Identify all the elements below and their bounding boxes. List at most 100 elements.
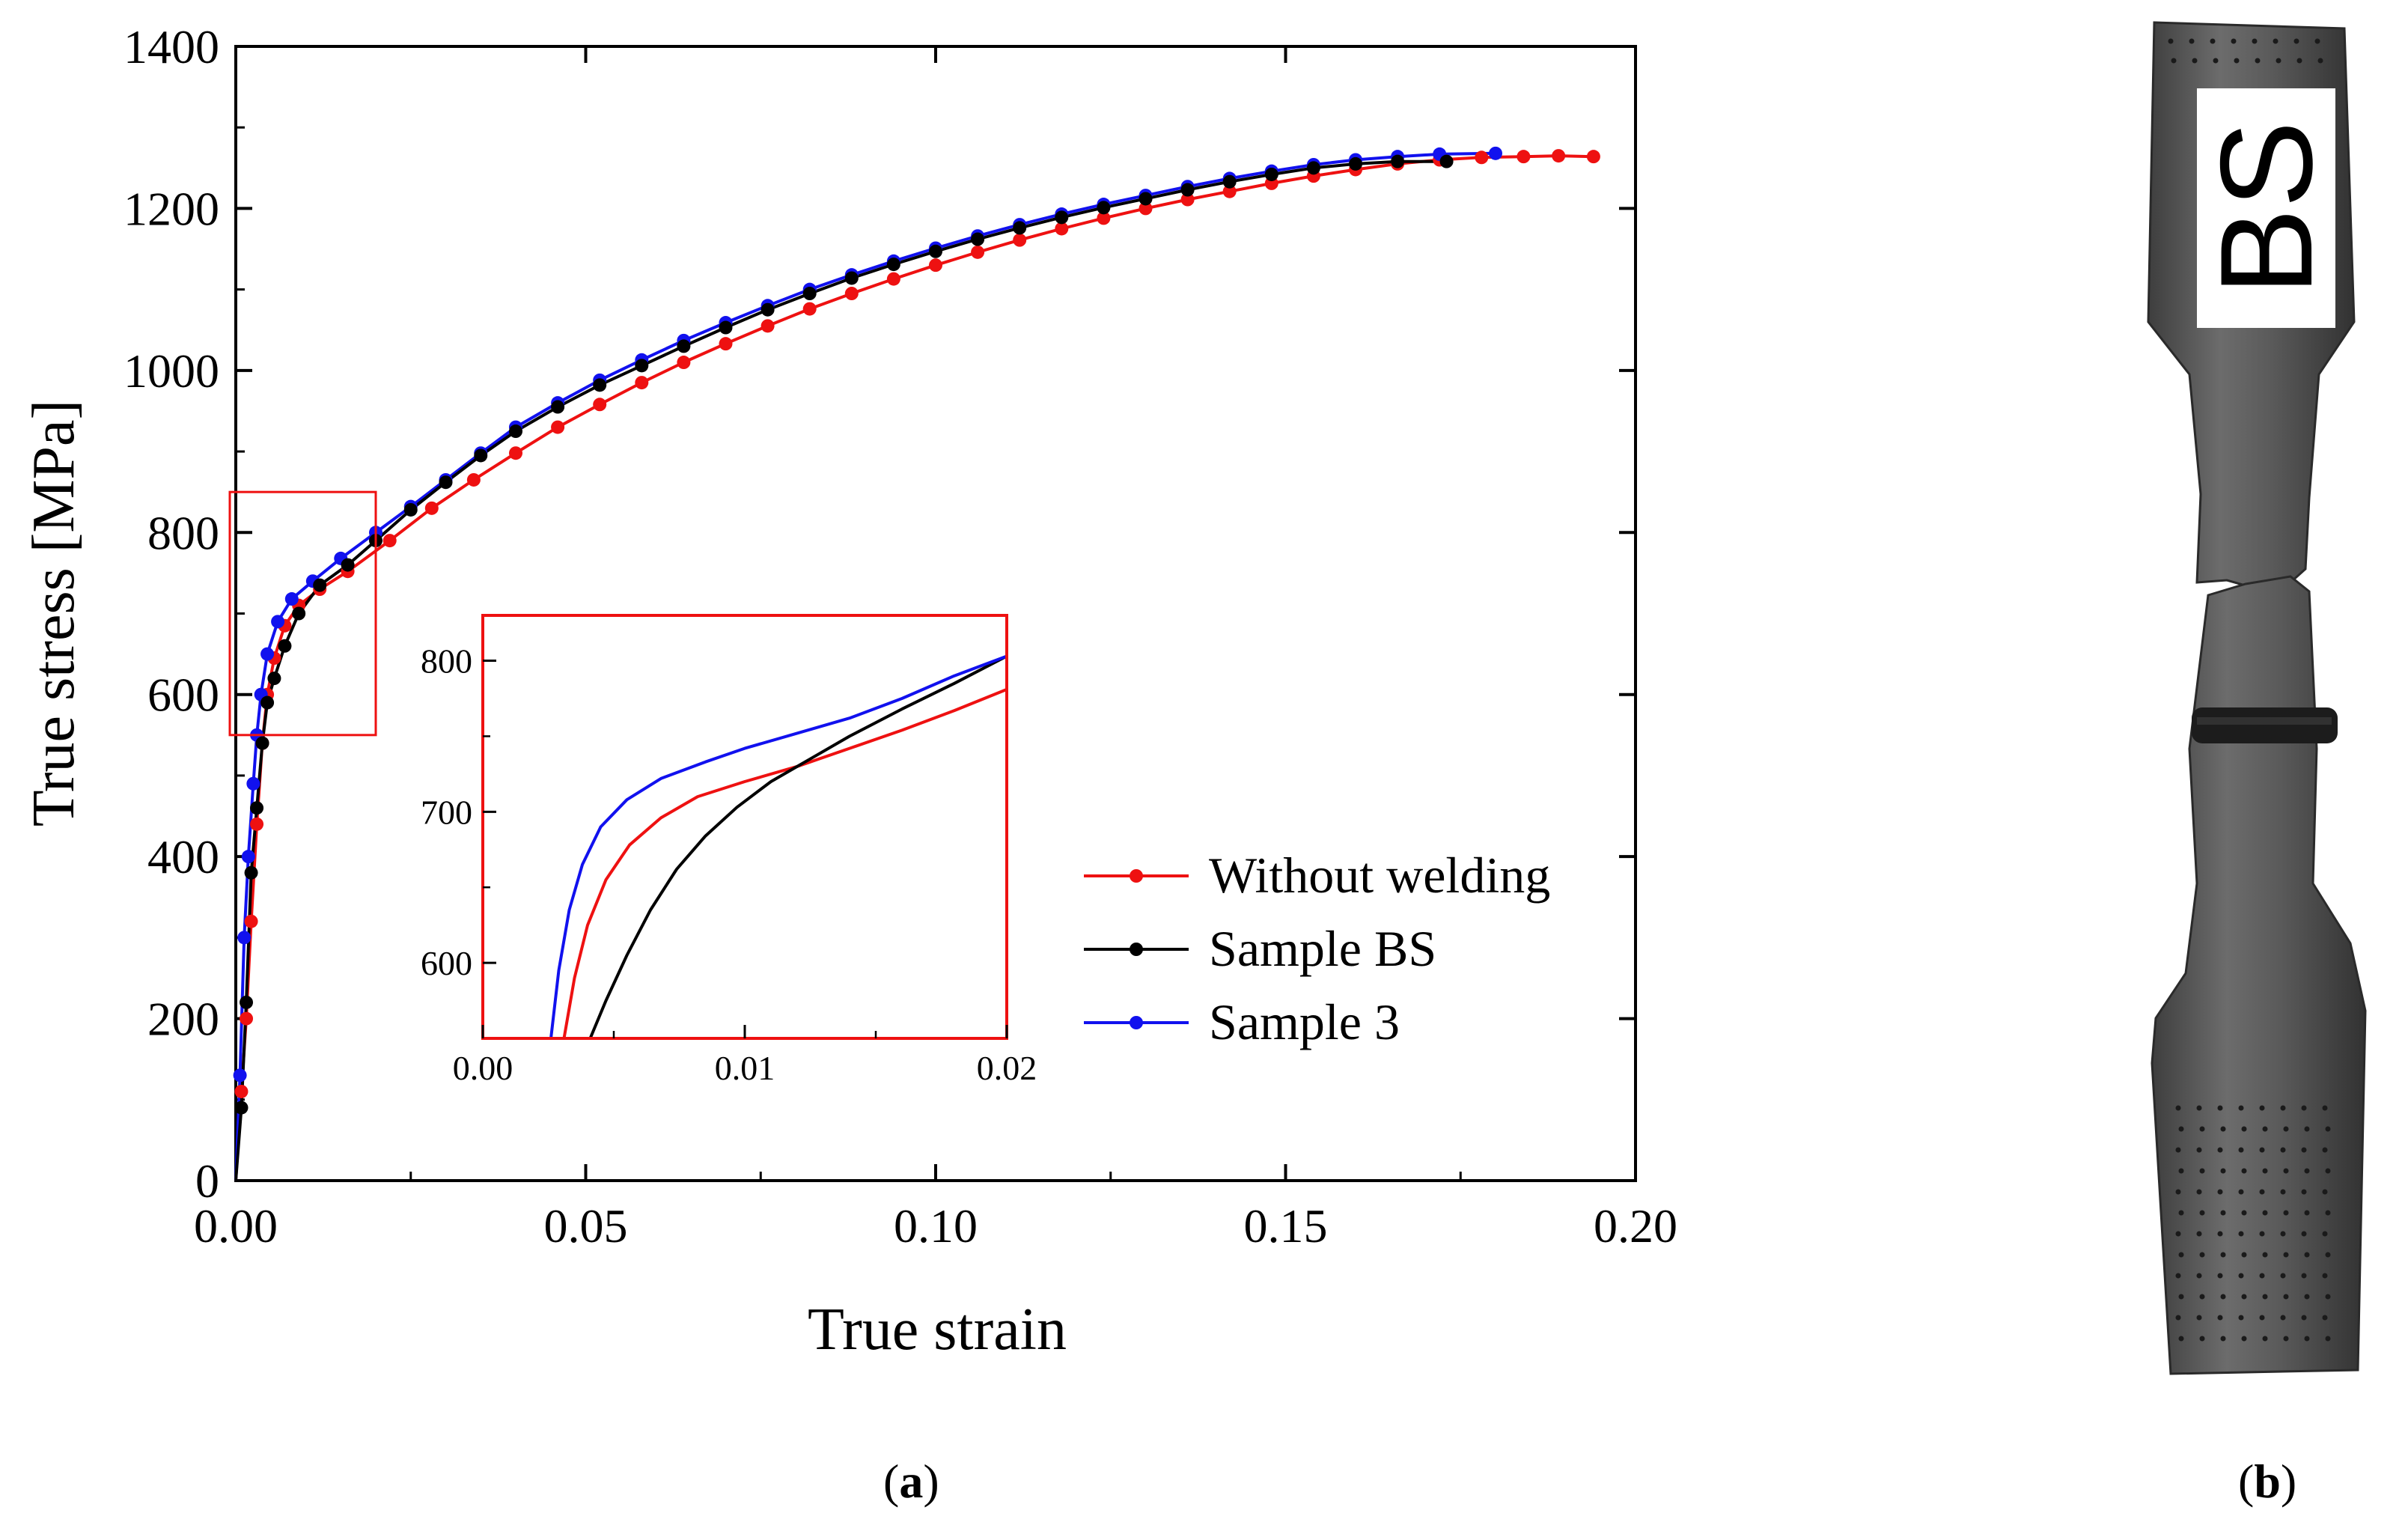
grip-dot xyxy=(2238,1105,2244,1111)
grip-dot xyxy=(2273,38,2279,44)
grip-dot xyxy=(2322,1315,2328,1321)
grip-dot xyxy=(2175,1231,2181,1237)
grip-dot xyxy=(2325,1294,2331,1300)
grip-dot xyxy=(2301,1315,2307,1321)
data-point-sample-bs xyxy=(551,400,565,414)
data-point-without-welding xyxy=(240,1011,254,1026)
grip-dot xyxy=(2304,1126,2310,1132)
data-point-without-welding xyxy=(971,245,985,259)
grip-dot xyxy=(2304,1336,2310,1342)
grip-dot xyxy=(2175,1315,2181,1321)
legend-label-without-welding: Without welding xyxy=(1209,847,1550,904)
data-point-sample-bs xyxy=(1306,161,1320,175)
grip-dot xyxy=(2301,1105,2307,1111)
data-point-without-welding xyxy=(234,1084,249,1098)
grip-dot xyxy=(2262,1126,2268,1132)
grip-dot xyxy=(2231,38,2237,44)
grip-dot xyxy=(2213,58,2219,64)
grip-dot xyxy=(2252,38,2258,44)
grip-dot xyxy=(2220,1336,2226,1342)
data-point-without-welding xyxy=(1013,233,1027,247)
data-point-without-welding xyxy=(1586,150,1600,164)
inset-zoom-chart: 0.00 0.01 0.02 600 700 800 xyxy=(421,614,1037,1087)
grip-dot xyxy=(2301,1147,2307,1153)
grip-dot xyxy=(2238,1315,2244,1321)
grip-dot xyxy=(2283,1252,2289,1258)
grip-dot xyxy=(2262,1168,2268,1174)
data-point-sample-3 xyxy=(246,776,260,791)
grip-dot xyxy=(2283,1168,2289,1174)
grip-dot xyxy=(2241,1294,2247,1300)
panel-label-b: (b) xyxy=(2238,1455,2297,1508)
grip-dot xyxy=(2301,1189,2307,1195)
main-y-tick-label: 1200 xyxy=(124,182,219,235)
grip-dot xyxy=(2283,1126,2289,1132)
grip-dot xyxy=(2259,1189,2265,1195)
grip-dot xyxy=(2314,38,2320,44)
grip-dot xyxy=(2241,1336,2247,1342)
data-point-without-welding xyxy=(593,398,607,412)
grip-dot xyxy=(2280,1105,2286,1111)
data-point-without-welding xyxy=(1055,222,1069,236)
grip-dot xyxy=(2259,1147,2265,1153)
grip-dot xyxy=(2283,1294,2289,1300)
inset-x-tick-label: 0.01 xyxy=(715,1049,775,1087)
inset-y-tick-label: 800 xyxy=(421,642,472,681)
grip-dot xyxy=(2217,1273,2223,1279)
grip-dot xyxy=(2304,1168,2310,1174)
main-x-tick-label: 0.05 xyxy=(544,1199,628,1252)
legend-marker-without-welding xyxy=(1130,869,1143,883)
grip-dot xyxy=(2262,1252,2268,1258)
main-tick-labels: 0.00 0.05 0.10 0.15 0.20 0 200 400 600 800 1000 120… xyxy=(124,20,1677,1252)
data-point-without-welding xyxy=(760,319,775,333)
inset-y-tick-label: 700 xyxy=(421,793,472,831)
main-x-tick-label: 0.20 xyxy=(1594,1199,1677,1252)
grip-dot xyxy=(2301,1273,2307,1279)
data-point-sample-bs xyxy=(1139,192,1153,206)
grip-dot xyxy=(2178,1168,2184,1174)
grip-dot xyxy=(2192,58,2198,64)
data-point-sample-bs xyxy=(719,320,733,335)
data-point-sample-bs xyxy=(760,302,775,317)
inset-background xyxy=(483,615,1007,1038)
grip-dot xyxy=(2238,1231,2244,1237)
weld-seam xyxy=(2192,707,2338,743)
data-point-without-welding xyxy=(244,914,258,928)
grip-dot xyxy=(2199,1126,2205,1132)
data-point-sample-bs xyxy=(1391,154,1405,168)
grip-dot xyxy=(2196,1231,2202,1237)
data-point-sample-bs xyxy=(677,339,691,353)
data-point-sample-bs xyxy=(234,1101,249,1115)
data-point-sample-bs xyxy=(341,558,355,572)
grip-dot xyxy=(2322,1189,2328,1195)
grip-dot xyxy=(2220,1210,2226,1216)
data-point-sample-bs xyxy=(802,287,817,301)
grip-dot xyxy=(2304,1294,2310,1300)
grip-dot xyxy=(2280,1189,2286,1195)
data-point-sample-3 xyxy=(271,615,285,629)
data-point-sample-bs xyxy=(1222,174,1237,189)
grip-dot xyxy=(2293,38,2299,44)
grip-dot xyxy=(2322,1105,2328,1111)
grip-dot xyxy=(2241,1168,2247,1174)
data-point-sample-bs xyxy=(1180,183,1195,197)
data-point-without-welding xyxy=(1517,150,1531,164)
specimen-lower-half xyxy=(2151,575,2367,1375)
grip-dot xyxy=(2325,1210,2331,1216)
weld-seam-ripple xyxy=(2197,717,2332,725)
grip-dot xyxy=(2217,1189,2223,1195)
main-y-tick-label: 0 xyxy=(195,1154,219,1208)
panel-label-a: (a) xyxy=(883,1455,939,1508)
grip-dot xyxy=(2210,38,2216,44)
data-point-sample-3 xyxy=(284,592,299,606)
grip-dot xyxy=(2241,1126,2247,1132)
grip-dot xyxy=(2259,1273,2265,1279)
main-y-tick-label: 600 xyxy=(147,669,219,722)
data-point-sample-bs xyxy=(971,232,985,246)
grip-dot xyxy=(2262,1336,2268,1342)
data-point-without-welding xyxy=(551,420,565,434)
data-point-sample-bs xyxy=(1055,210,1069,225)
inset-series-line-without-welding xyxy=(562,688,1008,1039)
data-point-without-welding xyxy=(1180,192,1195,207)
main-y-tick-label: 800 xyxy=(147,506,219,559)
